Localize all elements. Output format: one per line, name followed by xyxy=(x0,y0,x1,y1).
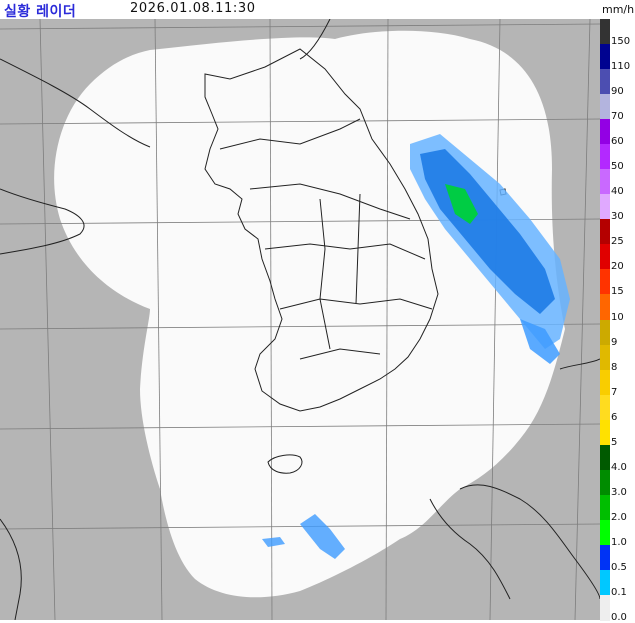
legend-swatch xyxy=(600,69,610,96)
observation-timestamp: 2026.01.08.11:30 xyxy=(130,1,256,16)
precipitation-legend: 150 110 90 70 60 50 40 30 25 20 15 10 9 8 7 6 5 4.0 3.0 2.0… xyxy=(600,19,635,623)
legend-swatch xyxy=(600,494,610,521)
legend-unit: mm/h xyxy=(602,3,635,16)
precipitation-echo-band xyxy=(262,134,570,559)
legend-swatch xyxy=(600,544,610,571)
korean-peninsula-outline xyxy=(204,48,439,412)
legend-label: 40 xyxy=(611,186,624,198)
legend-label: 4.0 xyxy=(611,461,627,473)
legend-swatch xyxy=(600,369,610,396)
legend-swatch xyxy=(600,469,610,496)
legend-label: 3.0 xyxy=(611,486,627,498)
legend-label: 0.5 xyxy=(611,561,627,573)
jeju-island xyxy=(267,454,303,474)
legend-label: 2.0 xyxy=(611,511,627,523)
legend-swatch xyxy=(600,44,610,71)
legend-label: 150 xyxy=(611,36,631,48)
radar-title: 실황 레이더 xyxy=(4,4,77,20)
radar-map[interactable] xyxy=(0,19,600,620)
legend-label: 60 xyxy=(611,136,624,148)
legend-label: 15 xyxy=(611,286,624,298)
legend-label: 5 xyxy=(611,436,618,448)
legend-label: 20 xyxy=(611,261,624,273)
legend-label: 1.0 xyxy=(611,536,627,548)
legend-swatch xyxy=(600,419,610,446)
legend-swatch xyxy=(600,294,610,321)
legend-label: 110 xyxy=(611,61,631,73)
coastlines xyxy=(0,19,600,620)
header-bar: 실황 레이더 2026.01.08.11:30 xyxy=(0,0,600,20)
legend-swatch xyxy=(600,194,610,221)
legend-label: 7 xyxy=(611,386,618,398)
legend-swatch xyxy=(600,94,610,121)
legend-swatch xyxy=(600,169,610,196)
legend-label: 6 xyxy=(611,411,618,423)
legend-swatch xyxy=(600,344,610,371)
legend-swatch xyxy=(600,519,610,546)
legend-label: 90 xyxy=(611,86,624,98)
legend-label: 10 xyxy=(611,311,624,323)
legend-label: 0.1 xyxy=(611,586,627,598)
legend-swatch xyxy=(600,219,610,246)
legend-label: 0.0 xyxy=(611,612,627,623)
legend-label: 9 xyxy=(611,336,618,348)
radar-coverage-area xyxy=(54,30,566,598)
legend-swatch xyxy=(600,394,610,421)
legend-swatch xyxy=(600,594,610,621)
legend-label: 30 xyxy=(611,211,624,223)
legend-label: 25 xyxy=(611,236,624,248)
legend-label: 8 xyxy=(611,361,618,373)
japan-coast xyxy=(299,19,600,600)
legend-swatch xyxy=(600,569,610,596)
graticule-lines xyxy=(0,19,600,620)
legend-label: 50 xyxy=(611,161,624,173)
legend-swatch xyxy=(600,19,610,45)
legend-label: 70 xyxy=(611,111,624,123)
china-coast xyxy=(0,58,151,620)
legend-swatch xyxy=(600,319,610,346)
legend-swatch xyxy=(600,444,610,471)
radar-map-canvas xyxy=(0,19,600,620)
provincial-boundaries xyxy=(219,118,433,360)
legend-swatch xyxy=(600,119,610,146)
legend-swatch xyxy=(600,144,610,171)
legend-swatch xyxy=(600,269,610,296)
legend-swatch xyxy=(600,244,610,271)
